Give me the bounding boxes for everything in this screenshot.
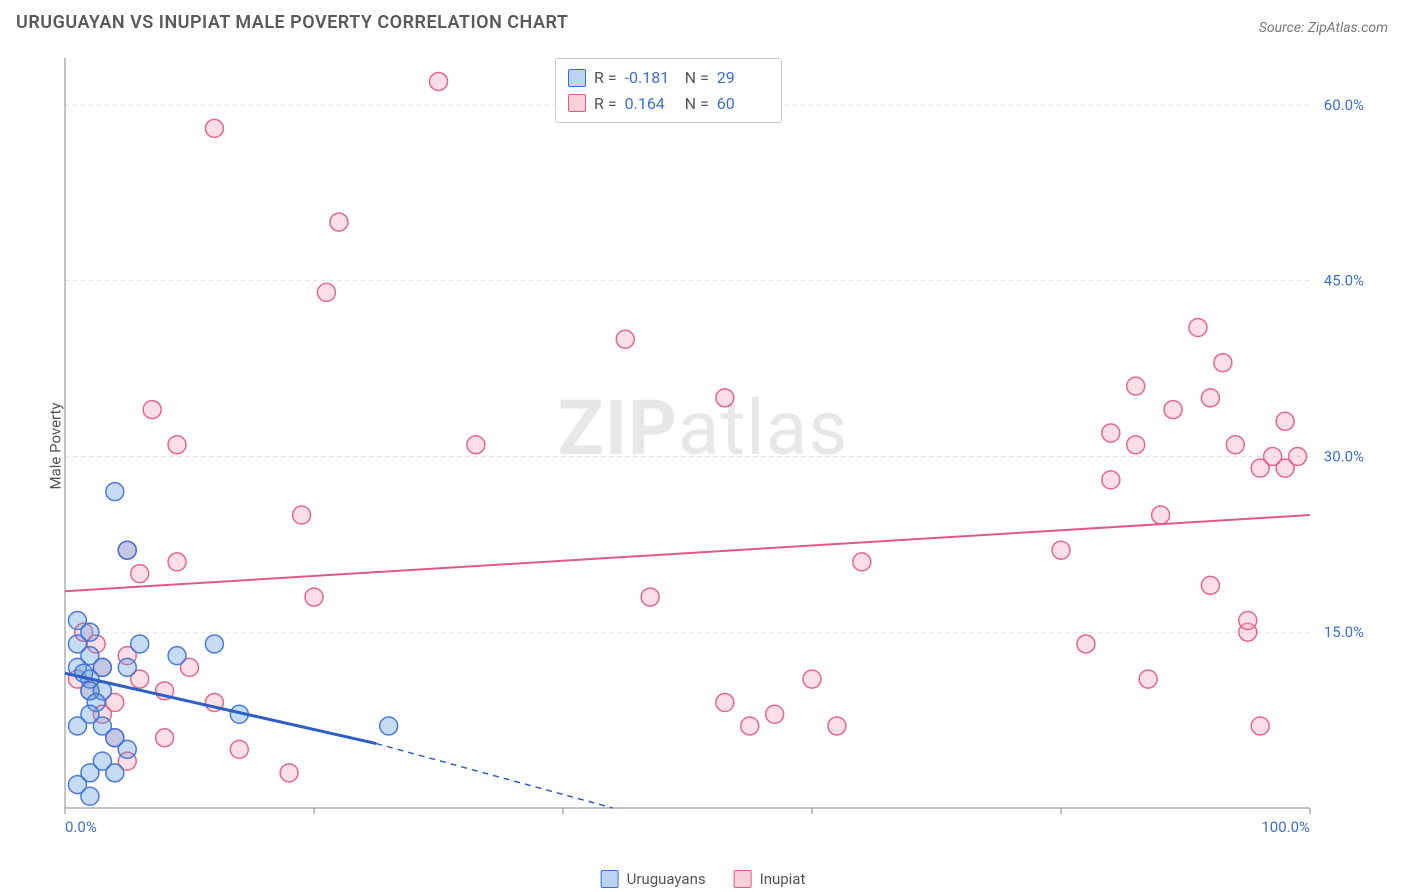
swatch-blue (601, 870, 619, 888)
svg-text:30.0%: 30.0% (1324, 447, 1364, 465)
bottom-legend: Uruguayans Inupiat (601, 870, 806, 888)
source-attribution: Source: ZipAtlas.com (1259, 20, 1388, 36)
stats-row-inupiat: R = 0.164 N = 60 (568, 91, 769, 117)
swatch-blue (568, 69, 586, 87)
scatter-plot: 15.0% 30.0% 45.0% 60.0% 0.0% 100.0% (55, 48, 1375, 848)
correlation-stats-box: R = -0.181 N = 29 R = 0.164 N = 60 (555, 58, 782, 123)
chart-title: URUGUAYAN VS INUPIAT MALE POVERTY CORREL… (16, 12, 568, 33)
svg-text:60.0%: 60.0% (1324, 96, 1364, 114)
legend-item-inupiat: Inupiat (734, 870, 806, 888)
swatch-pink (734, 870, 752, 888)
stats-row-uruguayans: R = -0.181 N = 29 (568, 65, 769, 91)
svg-text:45.0%: 45.0% (1324, 272, 1364, 290)
svg-text:100.0%: 100.0% (1261, 818, 1310, 836)
legend-item-uruguayans: Uruguayans (601, 870, 706, 888)
swatch-pink (568, 94, 586, 112)
svg-text:0.0%: 0.0% (65, 818, 97, 836)
chart-svg: 15.0% 30.0% 45.0% 60.0% 0.0% 100.0% (55, 48, 1375, 848)
chart-container: URUGUAYAN VS INUPIAT MALE POVERTY CORREL… (0, 0, 1406, 892)
svg-text:15.0%: 15.0% (1324, 623, 1364, 641)
